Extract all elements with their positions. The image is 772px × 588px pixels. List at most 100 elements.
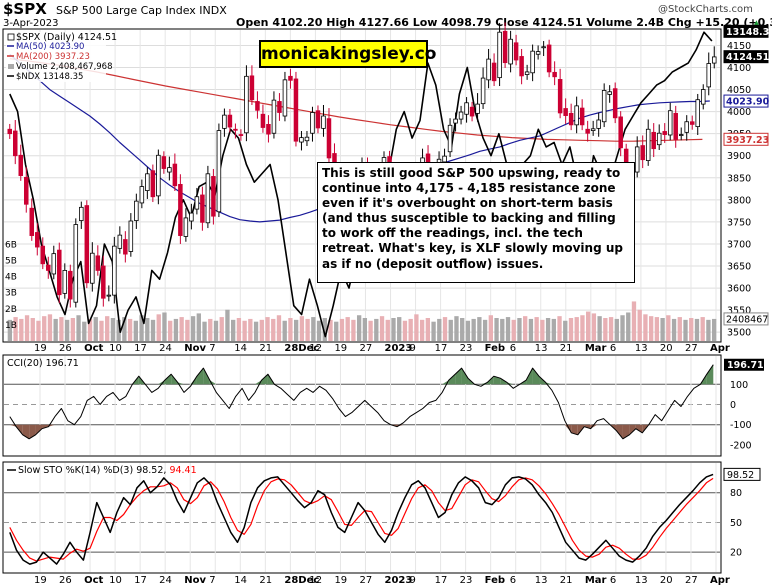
volume-bar bbox=[276, 315, 282, 341]
volume-bar bbox=[196, 313, 201, 341]
x-tick-label: 20 bbox=[660, 343, 673, 354]
volume-bar bbox=[677, 317, 682, 341]
stoch-k-line bbox=[9, 473, 714, 565]
volume-bar bbox=[528, 318, 534, 341]
price-tick-label: 3600 bbox=[727, 284, 751, 295]
volume-bar bbox=[448, 319, 453, 341]
candle-body bbox=[530, 50, 535, 74]
volume-bar bbox=[168, 320, 173, 341]
candle-body bbox=[695, 99, 700, 128]
volume-bar bbox=[603, 318, 608, 341]
cci-tick-label: -200 bbox=[730, 440, 752, 451]
candle-body bbox=[546, 44, 552, 73]
volume-bar bbox=[368, 320, 373, 341]
cci-oversold-fill bbox=[635, 424, 643, 433]
stoch-title-k: Slow STO %K(14) %D(3) 98.52, bbox=[18, 465, 169, 476]
candle-body bbox=[557, 79, 563, 114]
candle-body bbox=[139, 186, 145, 204]
volume-bar bbox=[648, 316, 654, 341]
x-tick-label: 9 bbox=[410, 343, 416, 354]
volume-bar bbox=[116, 319, 121, 341]
volume-bar bbox=[620, 315, 625, 341]
x-tick-label: 14 bbox=[234, 575, 247, 586]
volume-bar bbox=[551, 318, 556, 341]
candle-body bbox=[266, 124, 271, 135]
cci-panel-frame bbox=[2, 354, 722, 457]
stoch-k-series bbox=[9, 473, 714, 565]
cci-tag-box bbox=[724, 358, 764, 371]
volume-bar bbox=[351, 319, 356, 341]
volume-bar bbox=[30, 318, 35, 341]
x-tick-label: Feb bbox=[485, 575, 505, 586]
candle-body bbox=[51, 253, 57, 275]
x-tick-label: 9 bbox=[410, 575, 416, 586]
candle-body bbox=[249, 75, 255, 101]
cci-oversold-fill bbox=[48, 424, 55, 427]
chg-up-icon: ▲ bbox=[753, 19, 760, 29]
chart-date: 3-Apr-2023 bbox=[3, 18, 58, 29]
price-tick-label: 3650 bbox=[727, 262, 751, 273]
cci-overbought-fill bbox=[461, 368, 469, 385]
volume-bar bbox=[694, 318, 700, 341]
candle-body bbox=[519, 56, 524, 77]
cci-title: CCI(20) 196.71 bbox=[7, 358, 79, 369]
candle-body bbox=[563, 108, 568, 116]
candle-body bbox=[684, 121, 689, 133]
volume-bar bbox=[563, 320, 568, 341]
x-tick-label: Oct bbox=[84, 343, 103, 354]
volume-bar bbox=[689, 318, 694, 341]
cci-overbought-fill bbox=[532, 368, 540, 385]
candle-body bbox=[502, 30, 508, 64]
cci-fill bbox=[9, 364, 714, 439]
volume-bar bbox=[614, 318, 619, 341]
ma200-line bbox=[9, 58, 703, 142]
stoch-d-line bbox=[9, 477, 714, 562]
candle-body bbox=[310, 112, 315, 134]
volume-bar bbox=[574, 317, 579, 341]
cci-oversold-fill bbox=[564, 424, 572, 433]
candle-body bbox=[46, 264, 51, 271]
candle-body bbox=[134, 200, 139, 221]
price-tag-box bbox=[723, 132, 769, 146]
stoch-d-series bbox=[9, 477, 714, 562]
volume-tick-label: 1B bbox=[5, 321, 17, 331]
x-tick-label: 27 bbox=[685, 343, 698, 354]
cci-overbought-fill bbox=[261, 374, 268, 385]
volume-bar bbox=[643, 314, 648, 341]
x-tick-label: Oct bbox=[84, 575, 103, 586]
volume-bar bbox=[540, 319, 545, 341]
volume-bar bbox=[87, 318, 93, 341]
volume-bar bbox=[500, 318, 505, 341]
volume-bar bbox=[431, 321, 436, 341]
price-tick-label: 4050 bbox=[727, 85, 751, 96]
volume-bar bbox=[253, 321, 259, 341]
candle-body bbox=[79, 206, 84, 221]
volume-bar bbox=[711, 318, 717, 341]
candle-body bbox=[244, 75, 249, 134]
candle-body bbox=[480, 77, 486, 105]
candle-body bbox=[442, 155, 447, 163]
volume-bar bbox=[591, 313, 597, 341]
volume-bar bbox=[316, 320, 322, 341]
volume-bar bbox=[683, 319, 688, 341]
volume-bars bbox=[7, 301, 717, 341]
x-tick-label: 17 bbox=[435, 575, 448, 586]
volume-bar bbox=[305, 318, 310, 341]
candle-body bbox=[524, 71, 530, 75]
x-tick-label: 21 bbox=[259, 575, 272, 586]
candle-body bbox=[68, 270, 73, 300]
x-tick-label: 19 bbox=[334, 575, 347, 586]
candle-body bbox=[205, 173, 211, 224]
volume-bar bbox=[608, 317, 614, 341]
x-tick-label: 17 bbox=[134, 575, 147, 586]
volume-bar bbox=[517, 318, 522, 341]
volume-bar bbox=[70, 318, 76, 341]
candle-body bbox=[656, 132, 662, 146]
volume-bar bbox=[202, 321, 207, 341]
candle-body bbox=[447, 124, 453, 153]
candle-body bbox=[178, 183, 183, 236]
volume-bar bbox=[471, 318, 476, 341]
volume-bar bbox=[545, 318, 551, 341]
volume-bar bbox=[488, 315, 493, 341]
